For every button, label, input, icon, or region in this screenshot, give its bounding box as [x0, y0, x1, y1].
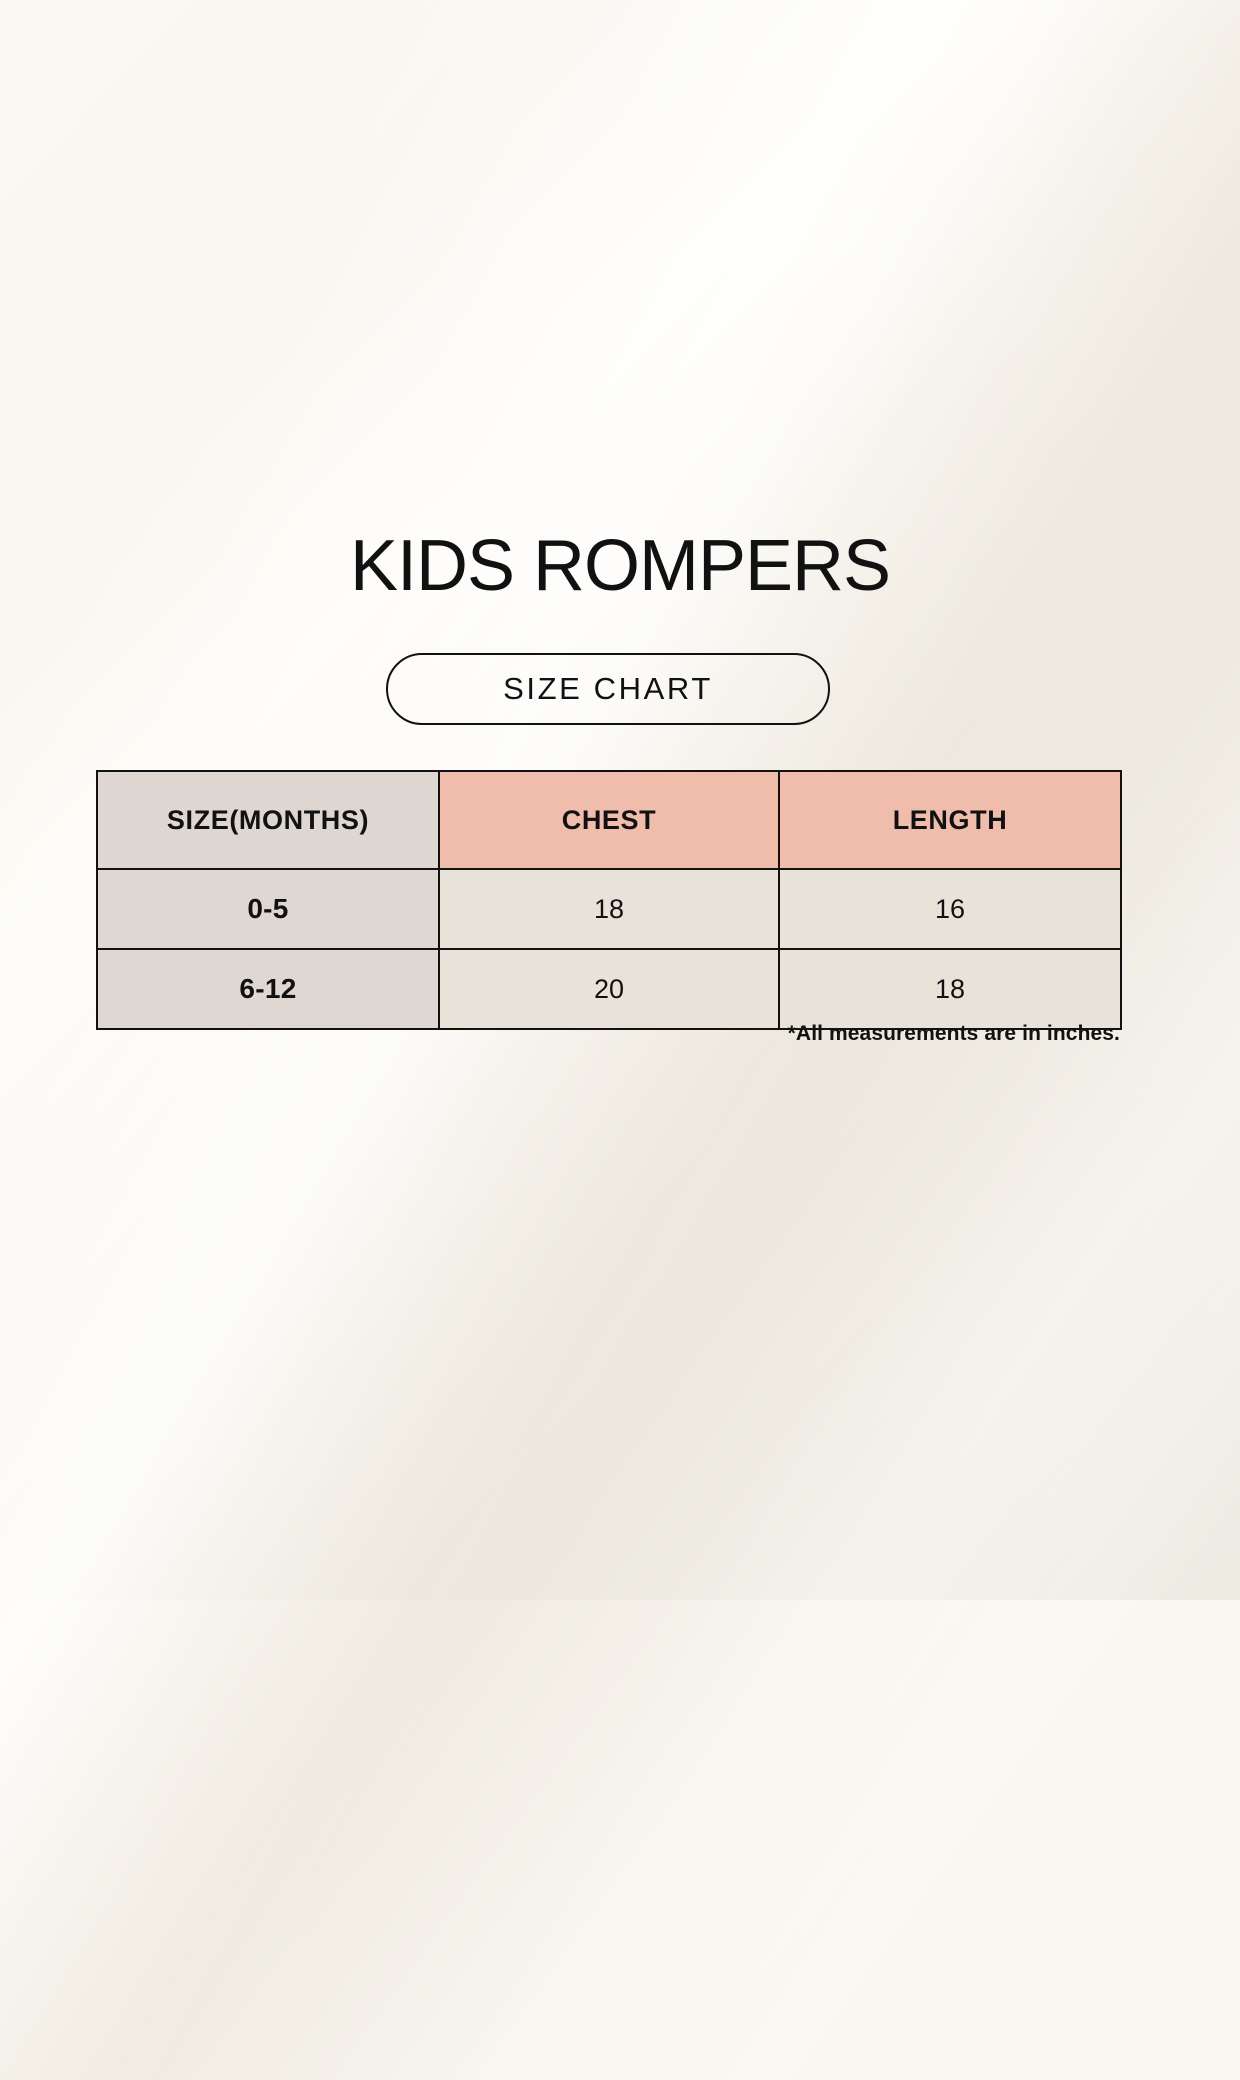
- size-table-container: SIZE(MONTHS) CHEST LENGTH 0-5 18 16 6-12…: [96, 770, 1122, 1030]
- column-header-length: LENGTH: [778, 770, 1122, 870]
- cell-size: 0-5: [96, 868, 440, 950]
- page-title: KIDS ROMPERS: [349, 526, 891, 606]
- table-header-row: SIZE(MONTHS) CHEST LENGTH: [96, 770, 1122, 870]
- measurements-footnote: *All measurements are in inches.: [787, 1022, 1120, 1045]
- size-chart-badge-label: SIZE CHART: [503, 671, 713, 706]
- cell-length: 18: [778, 948, 1122, 1030]
- cell-chest: 18: [438, 868, 780, 950]
- size-table: SIZE(MONTHS) CHEST LENGTH 0-5 18 16 6-12…: [96, 770, 1122, 1030]
- cell-size: 6-12: [96, 948, 440, 1030]
- cell-chest: 20: [438, 948, 780, 1030]
- column-header-size: SIZE(MONTHS): [96, 770, 440, 870]
- table-row: 0-5 18 16: [96, 868, 1122, 950]
- size-table-body: 0-5 18 16 6-12 20 18: [96, 868, 1122, 1030]
- cell-length: 16: [778, 868, 1122, 950]
- size-table-head: SIZE(MONTHS) CHEST LENGTH: [96, 770, 1122, 870]
- table-row: 6-12 20 18: [96, 948, 1122, 1030]
- column-header-chest: CHEST: [438, 770, 780, 870]
- size-chart-badge: SIZE CHART: [386, 653, 830, 725]
